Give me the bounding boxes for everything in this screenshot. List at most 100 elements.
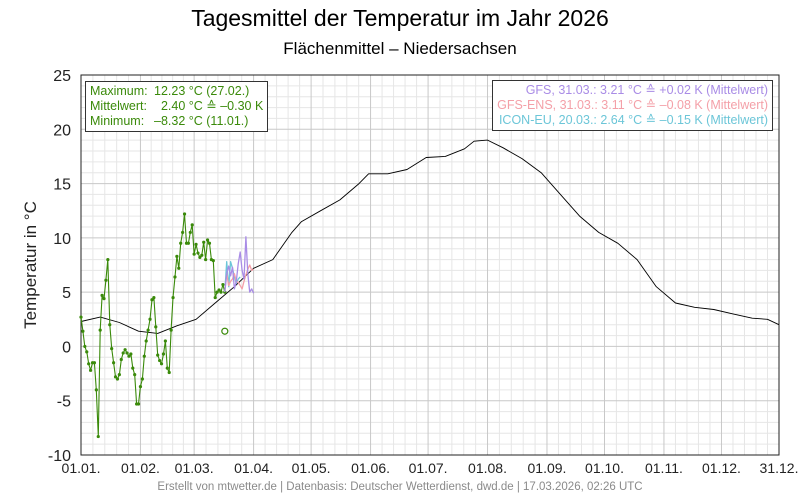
observed-point [159,362,164,366]
observed-point [100,293,104,297]
observed-point [88,368,93,372]
observed-point [138,385,143,389]
observed-point [98,328,102,332]
x-tick-label: 01.09. [528,460,567,476]
observed-point [215,290,219,294]
chart-title: Tagesmittel der Temperatur im Jahr 2026 [191,5,609,31]
observed-point [198,255,202,259]
observed-point [94,388,98,392]
y-tick-label: 0 [62,339,71,356]
climatology-line [80,139,780,334]
observed-point [169,328,173,332]
x-tick-label: 01.12. [702,460,741,476]
observed-point [81,329,85,333]
observed-point [175,254,179,258]
stats-box: Maximum: 12.23 °C (27.02.) Mittelwert: 2… [85,81,269,132]
observed-point [113,375,118,379]
icon-eu-forecast-text: ICON-EU, 20.03.: 2.64 °C ≙ –0.15 K (Mitt… [498,113,768,127]
observed-point [119,357,123,362]
gfs-ens-forecast-text: GFS-ENS, 31.03.: 3.11 °C ≙ –0.08 K (Mitt… [497,98,768,112]
gfs-line [224,236,255,294]
stats-mean-row: Mittelwert: 2.40 °C ≙ –0.30 K [90,99,263,114]
observed-point [108,323,112,327]
observed-point [83,344,87,349]
x-tick-label: 01.06. [351,460,390,476]
x-tick-label: 01.04. [234,460,273,476]
observed-point [207,241,212,245]
stats-mean-value: 2.40 °C ≙ –0.30 K [154,99,264,113]
observed-point [161,352,166,356]
x-tick-label: 01.08. [468,460,507,476]
observed-point [156,353,160,357]
observed-point [200,253,204,257]
y-tick-label: -10 [48,448,71,465]
observed-point [125,351,129,355]
observed-point [213,295,217,300]
observed-point [204,257,208,262]
observed-point [150,298,154,302]
observed-point [173,275,177,279]
plot-frame [80,74,780,456]
observed-point [219,290,223,294]
observed-point [144,339,148,343]
observed-point [223,290,227,294]
observed-point [136,402,141,406]
observed-point [148,317,152,321]
observed-point [110,347,114,351]
stats-min-value: –8.32 °C (11.01.) [154,114,249,128]
gfs-ens-line [224,264,254,293]
stats-max-label: Maximum: [90,84,148,98]
observed-point [202,240,206,244]
observed-point [194,242,198,246]
open-circle-marker [221,327,229,335]
observed-point [115,377,120,381]
observed-point [127,354,131,358]
x-tick-label: 01.11. [645,460,683,476]
observed-point [177,266,181,270]
observed-point [96,434,100,439]
observed-point [131,366,135,370]
observed-point [117,373,121,377]
observed-point [79,315,83,319]
y-axis-label: Temperatur in °C [21,201,40,329]
observed-point [104,278,108,282]
model-forecast-box: GFS, 31.03.: 3.21 °C ≙ +0.02 K (Mittelwe… [492,80,773,131]
observed-point [221,282,225,287]
y-tick-label: -5 [57,394,71,411]
observed-point [123,348,127,352]
stats-min-label: Minimum: [90,114,145,128]
x-tick-label: 31.12. [760,460,799,476]
observed-point [196,251,200,255]
observed-point [142,354,146,358]
observed-line [80,213,226,438]
observed-point [152,295,156,300]
observed-point [167,370,171,375]
observed-point [165,366,169,370]
x-tick-label: 01.03. [175,460,214,476]
observed-point [133,373,137,377]
observed-point [92,361,97,365]
stats-mean-label: Mittelwert: [90,99,147,113]
observed-point [186,241,190,245]
observed-point [211,259,215,263]
y-tick-label: 25 [53,68,71,85]
y-tick-label: 10 [53,231,71,248]
observed-point [87,362,91,366]
observed-point [158,358,162,363]
observed-point [205,238,210,242]
observed-point [129,352,133,356]
stats-max-value: 12.23 °C (27.02.) [154,84,250,98]
observed-point [190,223,194,227]
observed-point [192,252,196,256]
observed-point [140,377,144,381]
x-tick-label: 01.05. [292,460,331,476]
observed-point [85,350,89,354]
observed-point [181,230,185,235]
y-tick-label: 15 [53,177,71,194]
x-tick-label: 01.10. [585,460,624,476]
observed-point [182,212,187,216]
x-tick-label: 01.02. [121,460,160,476]
source-credit: Erstellt von mtwetter.de | Datenbasis: D… [157,481,643,493]
observed-point [121,351,125,355]
